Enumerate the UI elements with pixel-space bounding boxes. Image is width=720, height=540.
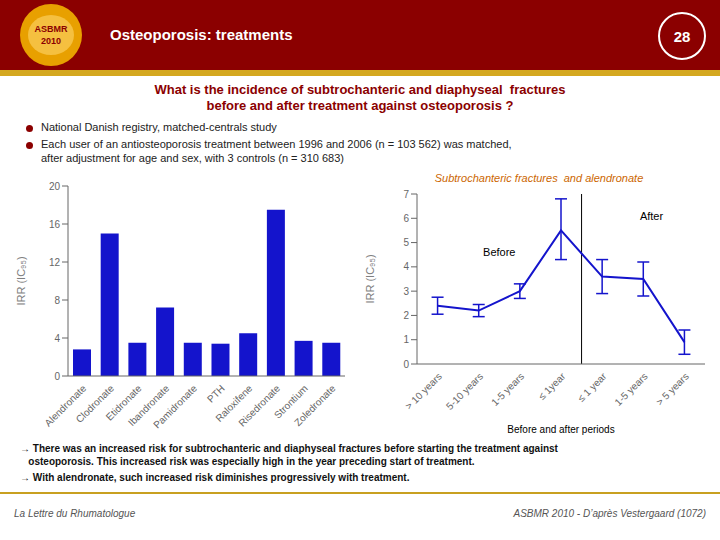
svg-text:Before: Before: [483, 246, 515, 258]
html-text:after adjustment for age and s: after adjustment for age and sex, with 3…: [41, 152, 344, 164]
svg-text:PTH: PTH: [205, 383, 227, 405]
html-text:ASBMR: ASBMR: [34, 24, 68, 34]
html-text:osteoporosis. This increased r: osteoporosis. This increased risk was es…: [20, 456, 475, 467]
svg-text:0: 0: [403, 359, 409, 370]
svg-text:Etidronate: Etidronate: [103, 382, 144, 423]
svg-text:≤ 1year: ≤ 1year: [536, 370, 568, 402]
svg-text:5: 5: [403, 237, 409, 248]
svg-text:16: 16: [49, 219, 61, 230]
svg-text:Risedronate: Risedronate: [236, 382, 282, 428]
svg-text:After: After: [640, 210, 664, 222]
html-text:National Danish registry, matc: National Danish registry, matched-centra…: [41, 121, 277, 133]
html-text:La Lettre du Rhumatologue: La Lettre du Rhumatologue: [14, 508, 136, 519]
html-text:Osteoporosis: treatments: Osteoporosis: treatments: [110, 26, 293, 43]
svg-text:Pamidronate: Pamidronate: [151, 382, 199, 430]
html-text:What is the incidence of subtr: What is the incidence of subtrochanteric…: [154, 82, 566, 97]
svg-text:4: 4: [54, 333, 60, 344]
svg-text:3: 3: [403, 286, 409, 297]
svg-text:2: 2: [403, 310, 409, 321]
svg-text:> 10 years: > 10 years: [403, 371, 444, 412]
svg-text:> 5 years: > 5 years: [654, 371, 691, 408]
svg-text:IRR (IC₉₅): IRR (IC₉₅): [364, 254, 376, 303]
html-text:Subtrochanteric fractures and: Subtrochanteric fractures and alendronat…: [434, 172, 644, 184]
svg-text:IRR (IC₉₅): IRR (IC₉₅): [15, 256, 27, 305]
svg-text:1: 1: [403, 334, 409, 345]
svg-text:≤ 1 year: ≤ 1 year: [575, 370, 609, 404]
svg-text:12: 12: [49, 257, 61, 268]
svg-text:Alendronate: Alendronate: [42, 382, 89, 429]
svg-text:5-10 years: 5-10 years: [444, 371, 485, 412]
html-text:28: 28: [673, 27, 691, 45]
svg-text:Zoledronate: Zoledronate: [292, 382, 338, 428]
svg-text:1-5 years: 1-5 years: [489, 371, 526, 408]
html-text:ASBMR 2010 - D’après Vestergaa: ASBMR 2010 - D’après Vestergaard (1072): [513, 508, 706, 519]
html-text:→ With alendronate, such incre: → With alendronate, such increased risk …: [20, 472, 410, 483]
svg-text:1-5 years: 1-5 years: [612, 371, 649, 408]
svg-text:Strontium: Strontium: [271, 382, 310, 421]
svg-text:6: 6: [403, 213, 409, 224]
svg-text:Before and after periods: Before and after periods: [507, 424, 614, 435]
html-text:Each user of an antiosteoporos: Each user of an antiosteoporosis treatme…: [41, 138, 512, 150]
html-text:before and after treatment aga: before and after treatment against osteo…: [206, 98, 514, 113]
svg-text:0: 0: [54, 371, 60, 382]
svg-text:Clodronate: Clodronate: [73, 382, 116, 425]
svg-text:8: 8: [54, 295, 60, 306]
html-text:→ There was an increased risk: → There was an increased risk for subtro…: [20, 443, 558, 454]
svg-text:Raloxifene: Raloxifene: [213, 382, 255, 424]
svg-text:4: 4: [403, 261, 409, 272]
svg-text:Ibandronate: Ibandronate: [125, 382, 172, 429]
svg-text:7: 7: [403, 189, 409, 200]
svg-text:20: 20: [49, 181, 61, 192]
html-text:2010: 2010: [41, 36, 61, 46]
